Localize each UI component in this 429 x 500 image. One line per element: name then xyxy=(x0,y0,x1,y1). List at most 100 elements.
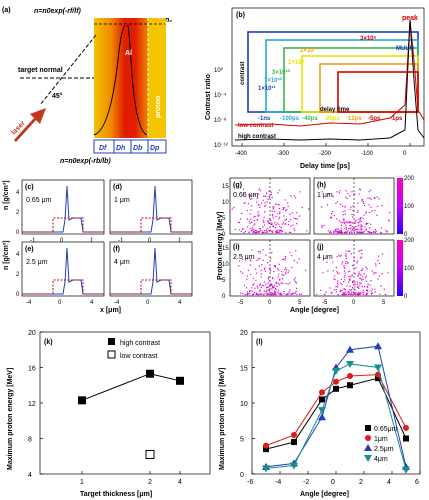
gj-ylabel: Proton energy [MeV] xyxy=(217,212,224,280)
gj-point xyxy=(365,266,367,268)
gj-point xyxy=(333,231,335,234)
gj-point xyxy=(284,259,286,261)
gj-point xyxy=(376,214,378,216)
gj-point xyxy=(289,251,291,254)
gj-point xyxy=(375,272,377,274)
gj-point xyxy=(358,250,360,252)
front-formula: n=n0exp(-rf/lf) xyxy=(34,8,82,15)
gj-point xyxy=(256,196,259,198)
gj-point xyxy=(344,255,347,257)
gj-point xyxy=(353,281,356,283)
gj-point xyxy=(362,276,364,278)
gj-point xyxy=(281,223,284,225)
gj-point xyxy=(347,292,349,294)
gj-point xyxy=(374,288,376,290)
gj-point xyxy=(266,286,268,289)
gj-point xyxy=(290,195,292,197)
gj-point xyxy=(370,280,372,282)
gj-xlabel: Angle [degree] xyxy=(290,307,339,314)
gj-point xyxy=(255,268,257,270)
l-point-circle xyxy=(263,442,269,449)
gj-point xyxy=(242,272,244,274)
gj-point xyxy=(252,231,254,234)
gj-point xyxy=(264,202,266,204)
gj-point xyxy=(264,231,266,234)
gj-point xyxy=(366,268,368,270)
gj-point xyxy=(359,231,361,234)
gj-point xyxy=(243,231,245,234)
gj-point xyxy=(247,293,249,295)
gj-point xyxy=(266,293,268,295)
gj-point xyxy=(251,227,254,229)
gj-point xyxy=(339,230,342,232)
contrast-value: 1×10⁹ xyxy=(288,60,305,66)
gj-point xyxy=(242,228,244,231)
gj-point xyxy=(271,277,273,280)
gj-point xyxy=(250,218,252,220)
gj-point xyxy=(279,213,281,215)
gj-point xyxy=(329,230,332,232)
gj-point xyxy=(272,206,274,208)
gj-point xyxy=(293,217,295,219)
gj-point xyxy=(346,285,348,287)
gj-point xyxy=(273,292,275,294)
gj-point xyxy=(285,271,287,273)
gj-point xyxy=(259,284,261,287)
gj-point xyxy=(362,289,364,291)
gj-panel-label: (h) xyxy=(317,182,326,189)
gj-point xyxy=(358,231,360,234)
gj-point xyxy=(349,285,351,288)
gj-point xyxy=(290,231,292,233)
gj-point xyxy=(279,225,281,228)
b-xtick-label: 0 xyxy=(403,151,407,157)
gj-point xyxy=(352,209,354,212)
gj-point xyxy=(264,270,266,272)
gj-point xyxy=(284,268,286,271)
gj-point xyxy=(334,228,337,231)
delay-value: -5ps xyxy=(368,116,381,122)
gj-point xyxy=(246,291,249,293)
gj-point xyxy=(370,290,372,292)
gj-point xyxy=(274,291,276,293)
gj-point xyxy=(373,196,375,199)
gj-point xyxy=(336,201,338,203)
gj-point xyxy=(272,286,275,288)
gj-point xyxy=(357,202,359,204)
gj-point xyxy=(296,262,298,264)
gj-point xyxy=(340,229,342,231)
gj-point xyxy=(262,231,265,234)
l-legend-text: 2.5μm xyxy=(374,446,394,453)
gj-point xyxy=(341,263,343,265)
gj-point xyxy=(362,278,364,280)
l-legend-text: 0.65μm xyxy=(374,426,398,433)
gj-point xyxy=(259,190,262,192)
gj-point xyxy=(388,220,390,222)
gj-point xyxy=(344,292,346,295)
gj-point xyxy=(358,273,360,275)
gj-point xyxy=(270,283,272,285)
gj-point xyxy=(341,289,343,292)
gj-point xyxy=(344,210,346,212)
gj-point xyxy=(356,231,358,234)
gj-point xyxy=(274,265,276,267)
gj-point xyxy=(364,277,367,279)
cf-xtick: -1 xyxy=(30,238,36,244)
gj-point xyxy=(330,292,332,294)
gj-point xyxy=(239,229,241,231)
gj-point xyxy=(346,222,349,224)
cf-panel-label: (e) xyxy=(25,246,34,253)
cf-xtick: 1 xyxy=(90,238,94,244)
gj-point xyxy=(253,293,255,296)
gj-point xyxy=(296,212,298,214)
gj-point xyxy=(330,231,332,234)
gj-point xyxy=(263,216,265,218)
gj-point xyxy=(272,285,274,288)
panel-a-label: (a) xyxy=(2,7,11,14)
gj-point xyxy=(266,289,268,291)
gj-point xyxy=(256,201,258,203)
gj-point xyxy=(289,293,291,295)
l-point-tri-down xyxy=(364,455,372,462)
gj-point xyxy=(282,282,284,284)
gj-point xyxy=(258,213,260,215)
cf-panel-label: (d) xyxy=(113,184,122,191)
